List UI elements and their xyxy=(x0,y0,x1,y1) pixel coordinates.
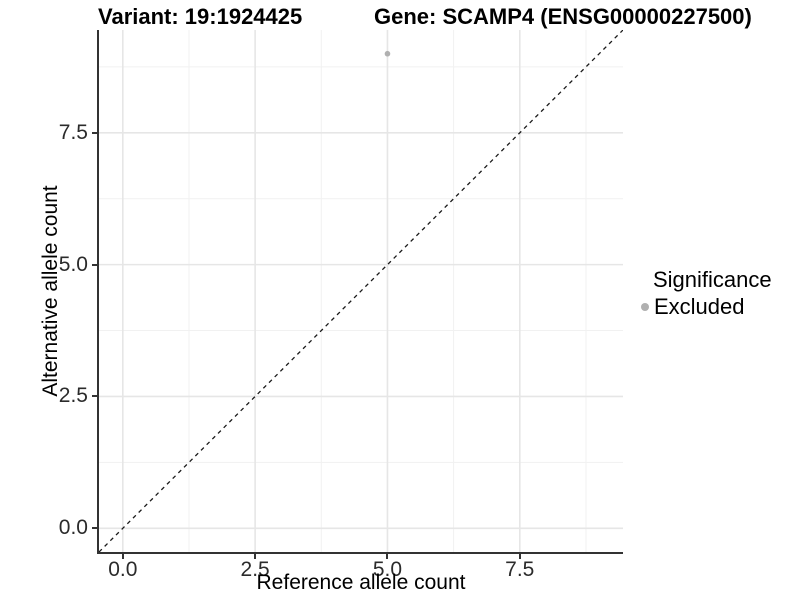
y-axis-tick xyxy=(92,263,97,266)
x-axis-tick-label: 0.0 xyxy=(108,558,138,581)
y-axis-tick-label: 0.0 xyxy=(58,516,88,540)
plot-canvas xyxy=(99,30,623,552)
legend: Significance Excluded xyxy=(641,267,772,320)
identity-reference-line xyxy=(99,30,623,552)
legend-key-dot-icon xyxy=(641,303,649,311)
legend-item: Excluded xyxy=(641,294,772,320)
y-axis-tick xyxy=(92,131,97,134)
legend-items: Excluded xyxy=(641,294,772,320)
x-axis-tick-label: 7.5 xyxy=(505,558,535,581)
x-axis-tick xyxy=(518,554,521,559)
x-axis-tick xyxy=(386,554,389,559)
plot-title-variant: Variant: 19:1924425 xyxy=(98,4,303,29)
plot-title-gene: Gene: SCAMP4 (ENSG00000227500) xyxy=(374,4,752,29)
x-axis-tick-label: 5.0 xyxy=(372,558,403,581)
data-point xyxy=(384,50,391,57)
plot-panel xyxy=(97,30,623,554)
y-axis-tick-label: 7.5 xyxy=(58,120,88,144)
legend-title: Significance xyxy=(653,267,772,292)
x-axis-tick xyxy=(121,554,124,559)
y-axis-tick xyxy=(92,395,97,398)
legend-item-label: Excluded xyxy=(654,294,745,319)
x-axis-title: Reference allele count xyxy=(256,571,466,594)
y-axis-tick xyxy=(92,527,97,530)
x-axis-tick-label: 2.5 xyxy=(240,558,270,581)
x-axis-tick xyxy=(254,554,257,559)
y-axis-title: Alternative allele count xyxy=(39,185,62,397)
y-axis-tick-label: 2.5 xyxy=(58,384,88,408)
y-axis-tick-label: 5.0 xyxy=(58,252,88,276)
